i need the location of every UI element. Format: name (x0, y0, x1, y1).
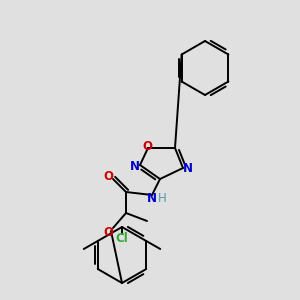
Text: H: H (158, 191, 166, 205)
Text: N: N (147, 191, 157, 205)
Text: N: N (183, 163, 193, 176)
Text: N: N (130, 160, 140, 172)
Text: O: O (142, 140, 152, 154)
Text: O: O (103, 169, 113, 182)
Text: O: O (103, 226, 113, 238)
Text: Cl: Cl (116, 232, 128, 244)
